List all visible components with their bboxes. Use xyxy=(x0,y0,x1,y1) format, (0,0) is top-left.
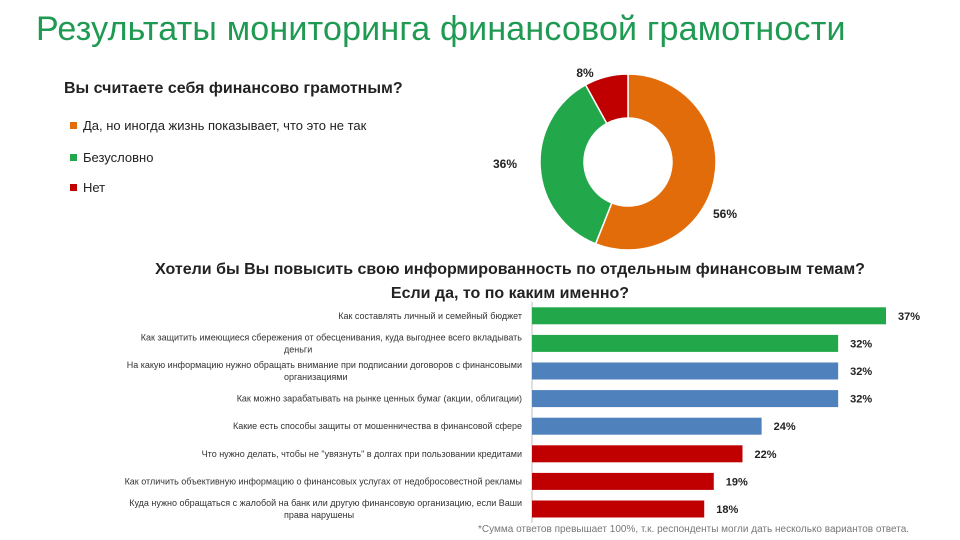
bar-value-label: 19% xyxy=(726,476,748,488)
donut-value-label: 36% xyxy=(493,157,517,171)
bar xyxy=(532,472,714,490)
bar-value-label: 32% xyxy=(850,394,872,406)
legend-item: Да, но иногда жизнь показывает, что это … xyxy=(70,118,366,133)
bar xyxy=(532,334,839,352)
donut-value-label: 56% xyxy=(713,207,737,221)
bar-category-label: Как можно зарабатывать на рынке ценных б… xyxy=(237,394,522,404)
bar-category-label: Как составлять личный и семейный бюджет xyxy=(338,311,522,321)
page-title: Результаты мониторинга финансовой грамот… xyxy=(36,10,846,48)
footnote: *Сумма ответов превышает 100%, т.к. респ… xyxy=(478,524,910,535)
bar xyxy=(532,307,886,325)
bar xyxy=(532,390,839,408)
donut-slice xyxy=(584,73,629,125)
bar xyxy=(532,417,762,435)
legend-item: Нет xyxy=(70,180,105,195)
legend-label: Да, но иногда жизнь показывает, что это … xyxy=(83,118,367,133)
donut-value-label: 8% xyxy=(576,66,594,80)
bar-category-label: Как защитить имеющиеся сбережения от обе… xyxy=(141,332,523,342)
bar-chart-title-line: Хотели бы Вы повысить свою информированн… xyxy=(155,261,865,278)
donut-chart-title: Вы считаете себя финансово грамотным? xyxy=(64,80,403,97)
donut-slice xyxy=(594,73,717,251)
legend-swatch xyxy=(70,122,77,129)
bar-value-label: 32% xyxy=(850,366,872,378)
bar-category-label: права нарушены xyxy=(284,510,354,520)
bar-value-label: 37% xyxy=(898,311,920,323)
bar-category-label: организациями xyxy=(284,372,348,382)
bar-value-label: 24% xyxy=(774,421,796,433)
bar-category-label: Какие есть способы защиты от мошенничест… xyxy=(233,421,522,431)
bar xyxy=(532,362,839,380)
bar-value-label: 22% xyxy=(754,449,776,461)
bar xyxy=(532,500,705,518)
donut-chart: 56% 36% 8% xyxy=(493,66,737,251)
bar-chart-title-line: Если да, то по каким именно? xyxy=(390,285,630,302)
bar xyxy=(532,445,743,463)
bar-chart-title: Хотели бы Вы повысить свою информированн… xyxy=(100,258,920,306)
bar-category-label: Как отличить объективную информацию о фи… xyxy=(125,476,522,486)
bar-value-label: 18% xyxy=(716,504,738,516)
donut-slice xyxy=(539,83,613,245)
bar-category-label: Куда нужно обращаться с жалобой на банк … xyxy=(129,498,522,508)
bar-category-label: Что нужно делать, чтобы не "увязнуть" в … xyxy=(202,449,522,459)
legend-label: Безусловно xyxy=(83,150,154,165)
legend-swatch xyxy=(70,154,77,161)
bar-category-label: деньги xyxy=(284,344,312,354)
legend-label: Нет xyxy=(83,180,106,195)
bar-category-label: На какую информацию нужно обращать внима… xyxy=(127,360,522,370)
legend-swatch xyxy=(70,184,77,191)
legend-item: Безусловно xyxy=(70,150,153,165)
bar-value-label: 32% xyxy=(850,338,872,350)
